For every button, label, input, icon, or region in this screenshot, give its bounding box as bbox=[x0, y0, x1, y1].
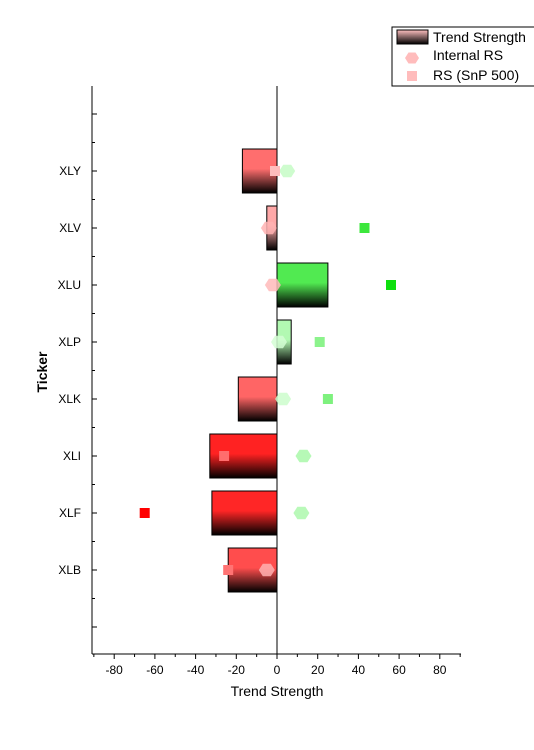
rs-snp500-point-xly bbox=[270, 166, 280, 176]
markers bbox=[139, 164, 396, 577]
rs-snp500-point-xlf bbox=[139, 508, 150, 518]
rs-snp500-point-xlu bbox=[386, 280, 396, 290]
x-tick-label: 20 bbox=[311, 663, 325, 677]
y-tick-label: XLB bbox=[58, 563, 81, 577]
x-ticks bbox=[93, 654, 461, 659]
legend-swatch-internal-rs bbox=[405, 52, 419, 64]
rs-snp500-point-xlp bbox=[314, 337, 325, 347]
internal-rs-point-xlk bbox=[275, 392, 292, 406]
x-tick-label: 60 bbox=[392, 663, 406, 677]
y-tick-label: XLI bbox=[63, 449, 81, 463]
rs-snp500-point-xlv bbox=[359, 223, 370, 233]
legend-swatch-rs-snp500 bbox=[407, 71, 417, 81]
legend-label-rs-snp500: RS (SnP 500) bbox=[433, 67, 519, 83]
legend-swatch-trend-strength bbox=[396, 29, 429, 45]
y-ticks bbox=[92, 113, 97, 628]
bar-xlu bbox=[276, 262, 329, 308]
y-tick-label: XLU bbox=[58, 278, 81, 292]
x-tick-label: -20 bbox=[228, 663, 246, 677]
legend: Trend Strength Internal RS RS (SnP 500) bbox=[391, 26, 534, 87]
internal-rs-point-xlb bbox=[258, 563, 275, 577]
y-tick-label: XLK bbox=[58, 392, 81, 406]
x-tick-label: 40 bbox=[352, 663, 366, 677]
y-tick-labels: XLY XLV XLU XLP XLK XLI XLF XLB bbox=[58, 164, 81, 577]
bar-xlf bbox=[211, 490, 278, 536]
plot-area: XLY XLV XLU XLP XLK XLI XLF XLB -80 -60 -40 -20 0 20… bbox=[58, 86, 461, 677]
rs-snp500-point-xli bbox=[219, 451, 230, 461]
x-tick-label: -40 bbox=[187, 663, 205, 677]
x-tick-label: -80 bbox=[106, 663, 124, 677]
internal-rs-point-xlv bbox=[260, 221, 277, 235]
y-tick-label: XLF bbox=[59, 506, 81, 520]
internal-rs-point-xli bbox=[295, 449, 312, 463]
x-tick-label: 0 bbox=[274, 663, 281, 677]
bar-xlk bbox=[237, 376, 278, 422]
internal-rs-point-xlf bbox=[293, 506, 310, 520]
legend-label-internal-rs: Internal RS bbox=[433, 47, 503, 63]
internal-rs-point-xly bbox=[279, 164, 296, 178]
bars bbox=[209, 148, 329, 593]
internal-rs-point-xlp bbox=[271, 335, 287, 349]
x-axis-title: Trend Strength bbox=[231, 683, 324, 699]
rs-snp500-point-xlb bbox=[223, 565, 234, 575]
y-tick-label: XLP bbox=[58, 335, 81, 349]
y-tick-label: XLV bbox=[59, 221, 81, 235]
legend-label-trend-strength: Trend Strength bbox=[433, 29, 526, 45]
y-tick-label: XLY bbox=[59, 164, 81, 178]
x-tick-labels: -80 -60 -40 -20 0 20 40 60 80 bbox=[106, 663, 447, 677]
x-tick-label: -60 bbox=[146, 663, 164, 677]
internal-rs-point-xlu bbox=[264, 278, 281, 292]
y-axis-title: Ticker bbox=[34, 351, 50, 393]
rs-snp500-point-xlk bbox=[322, 394, 333, 404]
x-tick-label: 80 bbox=[433, 663, 447, 677]
